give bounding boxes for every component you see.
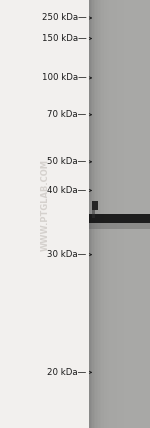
Bar: [141, 0, 142, 428]
Bar: [107, 0, 109, 428]
Bar: [89, 0, 150, 428]
Bar: [98, 0, 100, 428]
Text: 100 kDa—: 100 kDa—: [42, 73, 86, 83]
Bar: [120, 0, 121, 428]
Bar: [118, 0, 120, 428]
Bar: [148, 0, 150, 428]
Bar: [104, 0, 106, 428]
Bar: [127, 0, 129, 428]
Bar: [94, 0, 95, 428]
Bar: [92, 210, 95, 218]
Bar: [92, 201, 98, 210]
Bar: [124, 0, 126, 428]
Bar: [146, 0, 147, 428]
Bar: [138, 0, 139, 428]
Bar: [132, 0, 133, 428]
Bar: [89, 223, 150, 229]
Bar: [135, 0, 136, 428]
Text: 40 kDa—: 40 kDa—: [47, 186, 86, 195]
Bar: [147, 0, 148, 428]
Bar: [101, 0, 103, 428]
Bar: [136, 0, 138, 428]
Bar: [142, 0, 144, 428]
Bar: [114, 0, 115, 428]
Bar: [139, 0, 141, 428]
Bar: [115, 0, 117, 428]
Text: 150 kDa—: 150 kDa—: [42, 34, 86, 43]
Bar: [100, 0, 101, 428]
Bar: [89, 0, 91, 428]
Bar: [106, 0, 108, 428]
Text: 30 kDa—: 30 kDa—: [47, 250, 86, 259]
Bar: [92, 0, 94, 428]
Bar: [129, 0, 130, 428]
Bar: [126, 0, 127, 428]
Bar: [121, 0, 123, 428]
Text: WWW.PTGLAB.COM: WWW.PTGLAB.COM: [40, 160, 50, 251]
Bar: [133, 0, 135, 428]
Text: 250 kDa—: 250 kDa—: [42, 13, 86, 23]
Text: 20 kDa—: 20 kDa—: [47, 368, 86, 377]
Bar: [95, 0, 97, 428]
Bar: [123, 0, 124, 428]
Bar: [109, 0, 111, 428]
Bar: [144, 0, 146, 428]
Text: 70 kDa—: 70 kDa—: [47, 110, 86, 119]
Bar: [97, 0, 98, 428]
Bar: [103, 0, 104, 428]
Bar: [91, 0, 92, 428]
Text: 50 kDa—: 50 kDa—: [47, 157, 86, 166]
Bar: [112, 0, 114, 428]
Bar: [111, 0, 112, 428]
Bar: [117, 0, 118, 428]
Bar: [130, 0, 132, 428]
Bar: [89, 214, 150, 223]
